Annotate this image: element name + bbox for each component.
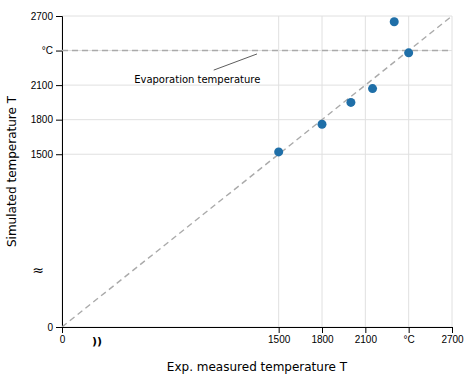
- x-axis-tick-mark: [365, 327, 366, 333]
- grid-line-x: [408, 16, 409, 327]
- x-axis-tick-label: 0: [60, 334, 66, 345]
- x-axis-tick-mark: [279, 327, 280, 333]
- y-axis-tick: °C: [42, 45, 62, 56]
- x-axis-tick: °C: [404, 327, 415, 345]
- annotation-connector: [214, 54, 257, 70]
- x-axis-tick: 1800: [311, 327, 334, 345]
- y-axis-tick-mark: [56, 85, 62, 86]
- x-axis-tick-mark: [322, 327, 323, 333]
- x-axis-tick-label: 2700: [441, 334, 464, 345]
- scatter-point: [390, 17, 399, 26]
- x-axis-tick: 1500: [268, 327, 291, 345]
- scatter-point: [368, 84, 377, 93]
- y-axis-tick-label: 2700: [31, 11, 54, 22]
- grid-line-x: [278, 16, 279, 327]
- grid-line-x: [322, 16, 323, 327]
- y-axis-tick-mark: [56, 154, 62, 155]
- y-axis-tick: 1500: [31, 149, 62, 160]
- axis-break-x: )): [92, 335, 102, 348]
- y-axis-line: [56, 17, 63, 328]
- y-axis: 0 1500 1800 2100 °C 2700: [31, 11, 63, 333]
- x-axis-tick: 0: [60, 327, 66, 345]
- y-axis-tick-mark: [56, 327, 62, 328]
- scatter-point: [318, 120, 327, 129]
- x-axis-tick: 2100: [355, 327, 378, 345]
- x-axis-tick-mark: [409, 327, 410, 333]
- y-axis-tick-label: 2100: [31, 80, 54, 91]
- grid-line-y: [62, 16, 452, 17]
- grid-line-y: [62, 119, 452, 120]
- y-axis-tick: 1800: [31, 114, 62, 125]
- reference-line: [62, 50, 452, 51]
- y-axis-tick-label: °C: [42, 45, 53, 56]
- grid: [62, 16, 452, 327]
- plot: 0 1500 1800 2100 °C 2700 0 1500 1800 2100 °C 2700 Ev…: [31, 11, 464, 348]
- y-axis-tick: 2100: [31, 80, 62, 91]
- y-axis-tick-label: 1500: [31, 149, 54, 160]
- y-axis-tick-mark: [56, 16, 62, 17]
- annotation: Evaporation temperature: [134, 74, 260, 85]
- x-axis-tick-label: 1800: [311, 334, 334, 345]
- grid-line-y: [62, 154, 452, 155]
- reference-line: [62, 16, 452, 327]
- scatter-point: [404, 48, 413, 57]
- y-axis-tick-label: 0: [47, 322, 53, 333]
- chart: 0 1500 1800 2100 °C 2700 0 1500 1800 2100 °C 2700 Ev…: [0, 0, 474, 379]
- x-axis-line: [63, 328, 453, 334]
- annotations: Evaporation temperature ≈)): [32, 54, 260, 348]
- x-axis-tick-label: 2100: [355, 334, 378, 345]
- grid-line-x: [365, 16, 366, 327]
- x-axis-tick-label: 1500: [268, 334, 291, 345]
- x-axis-tick-mark: [452, 327, 453, 333]
- x-axis-tick: 2700: [441, 327, 464, 345]
- y-axis-tick-mark: [56, 120, 62, 121]
- y-axis-tick: 2700: [31, 11, 62, 22]
- scatter-point: [274, 147, 283, 156]
- y-axis-tick-mark: [56, 51, 62, 52]
- grid-line-y: [62, 50, 452, 51]
- scatter-point: [346, 98, 355, 107]
- y-axis-tick: 0: [47, 322, 62, 333]
- x-axis-tick-label: °C: [404, 334, 415, 345]
- grid-line-x: [452, 16, 453, 327]
- axis-break-y: ≈: [32, 262, 44, 278]
- y-axis-tick-label: 1800: [31, 114, 54, 125]
- x-axis: 0 1500 1800 2100 °C 2700: [60, 327, 464, 345]
- marks: [62, 16, 452, 327]
- y-axis-title: Simulated temperature T: [5, 95, 19, 247]
- x-axis-title: Exp. measured temperature T: [167, 360, 348, 374]
